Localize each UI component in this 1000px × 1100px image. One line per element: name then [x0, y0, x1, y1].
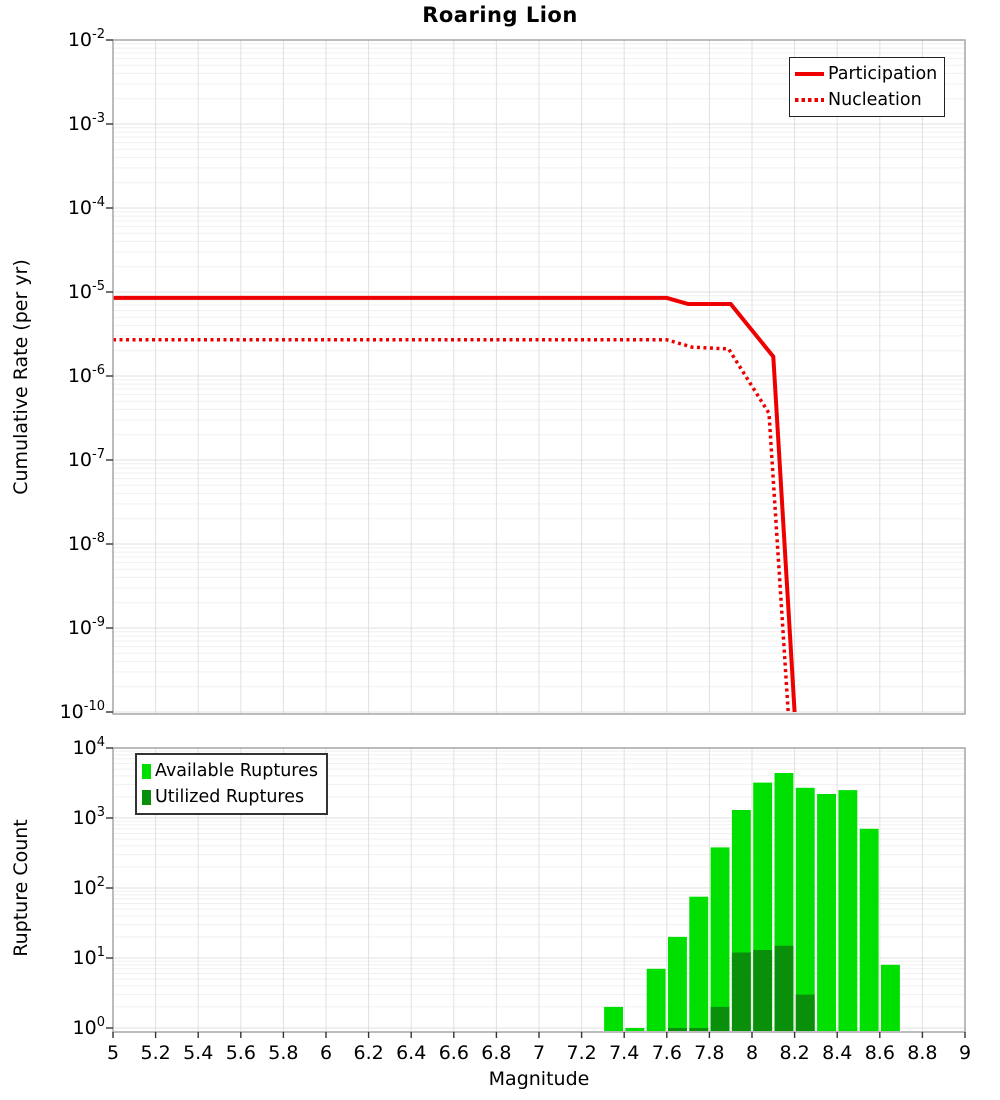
utilized-bar	[710, 1006, 730, 1031]
y-tick-label: 10-10	[60, 699, 105, 723]
legend-label-nucleation: Nucleation	[828, 90, 922, 110]
x-tick-label: 5.2	[140, 1042, 170, 1064]
legend-item-utilized: Utilized Ruptures	[142, 784, 318, 810]
available-bar	[625, 1028, 645, 1031]
available-bar	[668, 936, 687, 1031]
top-panel-legend: Participation Nucleation	[789, 57, 946, 117]
utilized-ruptures-swatch-icon	[142, 789, 151, 805]
y-tick-label: 10-5	[68, 279, 105, 303]
x-tick-label: 6.2	[353, 1042, 383, 1064]
x-tick-label: 5	[107, 1042, 119, 1064]
utilized-bar	[731, 952, 751, 1031]
y-tick-label: 10-9	[68, 615, 105, 639]
y-tick-label: 10-7	[68, 447, 105, 471]
x-tick-label: 6.4	[396, 1042, 426, 1064]
x-tick-label: 7.2	[566, 1042, 596, 1064]
y-tick-label: 101	[73, 945, 105, 969]
y-tick-label: 10-6	[68, 363, 105, 387]
x-tick-label: 5.4	[183, 1042, 213, 1064]
top-y-axis-label: Cumulative Rate (per yr)	[10, 259, 32, 495]
available-bar	[838, 790, 858, 1031]
available-bar	[881, 964, 900, 1031]
x-tick-label: 7	[533, 1042, 545, 1064]
plot-border	[112, 39, 966, 715]
x-axis-label: Magnitude	[488, 1068, 590, 1090]
x-tick-label: 8	[746, 1042, 758, 1064]
nucleation-line	[113, 338, 790, 713]
nucleation-line-swatch-icon	[795, 98, 824, 102]
x-tick-label: 6.8	[481, 1042, 511, 1064]
available-bar	[646, 968, 666, 1031]
available-bar	[817, 794, 836, 1031]
utilized-bar	[668, 1028, 687, 1031]
y-tick-label: 102	[73, 875, 105, 899]
x-tick-label: 5.6	[226, 1042, 256, 1064]
y-tick-label: 10-8	[68, 531, 105, 555]
available-bar	[689, 896, 709, 1031]
legend-item-nucleation: Nucleation	[795, 87, 937, 113]
legend-label-utilized: Utilized Ruptures	[155, 787, 305, 807]
utilized-bar	[689, 1028, 709, 1031]
y-tick-label: 10-3	[68, 111, 105, 135]
y-tick-label: 100	[73, 1015, 105, 1039]
available-bar	[859, 828, 879, 1031]
y-tick-label: 103	[73, 805, 105, 829]
participation-line-swatch-icon	[795, 72, 824, 76]
page-title: Roaring Lion	[422, 3, 578, 27]
participation-line	[113, 295, 797, 713]
y-tick-label: 104	[73, 735, 105, 759]
available-bar	[795, 787, 815, 1031]
bottom-y-axis-label: Rupture Count	[10, 819, 32, 957]
x-tick-label: 8.4	[822, 1042, 852, 1064]
legend-label-participation: Participation	[828, 64, 938, 84]
utilized-bar	[795, 994, 815, 1031]
legend-item-available: Available Ruptures	[142, 758, 318, 784]
available-bar	[710, 847, 730, 1031]
y-tick-label: 10-4	[68, 195, 105, 219]
utilized-bar	[753, 950, 773, 1031]
x-tick-label: 6	[320, 1042, 332, 1064]
legend-item-participation: Participation	[795, 61, 937, 87]
x-tick-label: 7.6	[652, 1042, 682, 1064]
available-ruptures-swatch-icon	[142, 763, 151, 779]
utilized-bar	[774, 945, 794, 1031]
x-tick-label: 7.4	[609, 1042, 639, 1064]
available-bar	[604, 1006, 623, 1031]
x-tick-label: 8.8	[907, 1042, 937, 1064]
x-tick-label: 5.8	[268, 1042, 298, 1064]
y-tick-label: 10-2	[68, 27, 105, 51]
x-tick-label: 8.2	[779, 1042, 809, 1064]
legend-label-available: Available Ruptures	[155, 761, 318, 781]
x-tick-label: 7.8	[694, 1042, 724, 1064]
x-tick-label: 6.6	[439, 1042, 469, 1064]
x-tick-label: 8.6	[865, 1042, 895, 1064]
bottom-panel-legend: Available Ruptures Utilized Ruptures	[135, 753, 328, 815]
x-tick-label: 9	[959, 1042, 971, 1064]
